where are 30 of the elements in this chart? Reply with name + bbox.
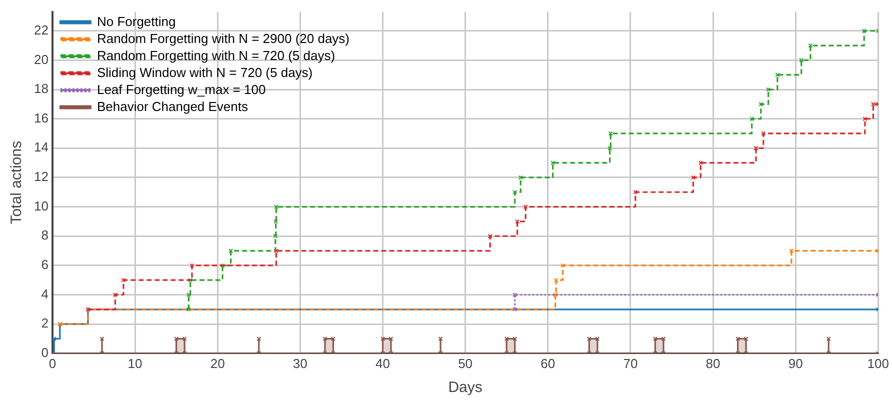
y-axis-title: Total actions — [8, 140, 26, 224]
x-tick-label: 70 — [623, 356, 638, 371]
legend-label: Sliding Window with N = 720 (5 days) — [96, 64, 313, 80]
y-tick-label: 22 — [34, 22, 48, 38]
legend-label: Leaf Forgetting w_max = 100 — [96, 82, 266, 97]
y-tick-label: 14 — [34, 140, 48, 155]
y-tick-label: 18 — [34, 81, 48, 96]
x-axis-title: Days — [448, 379, 482, 396]
x-tick-label: 60 — [540, 356, 556, 371]
legend-label: No Forgetting — [96, 14, 176, 29]
x-tick-label: 80 — [706, 356, 720, 371]
x-tick-label: 30 — [292, 356, 308, 371]
legend-label: Random Forgetting with N = 2900 (20 days) — [96, 30, 350, 46]
x-tick-label: 20 — [210, 356, 225, 371]
y-tick-label: 6 — [41, 257, 48, 272]
x-tick-label: 10 — [128, 356, 142, 371]
y-tick-label: 16 — [34, 110, 48, 126]
x-tick-label: 90 — [788, 356, 803, 371]
y-tick-label: 10 — [34, 198, 48, 214]
y-tick-label: 0 — [41, 344, 48, 360]
y-tick-label: 4 — [41, 286, 48, 302]
legend-label: Behavior Changed Events — [96, 98, 248, 114]
x-tick-label: 100 — [867, 356, 890, 371]
y-tick-label: 2 — [41, 316, 48, 331]
legend-label: Random Forgetting with N = 720 (5 days) — [96, 48, 336, 63]
y-tick-label: 20 — [34, 52, 48, 67]
y-tick-label: 12 — [34, 169, 48, 184]
x-tick-label: 50 — [458, 356, 473, 371]
y-tick-label: 8 — [41, 228, 48, 243]
x-tick-label: 40 — [376, 356, 390, 371]
